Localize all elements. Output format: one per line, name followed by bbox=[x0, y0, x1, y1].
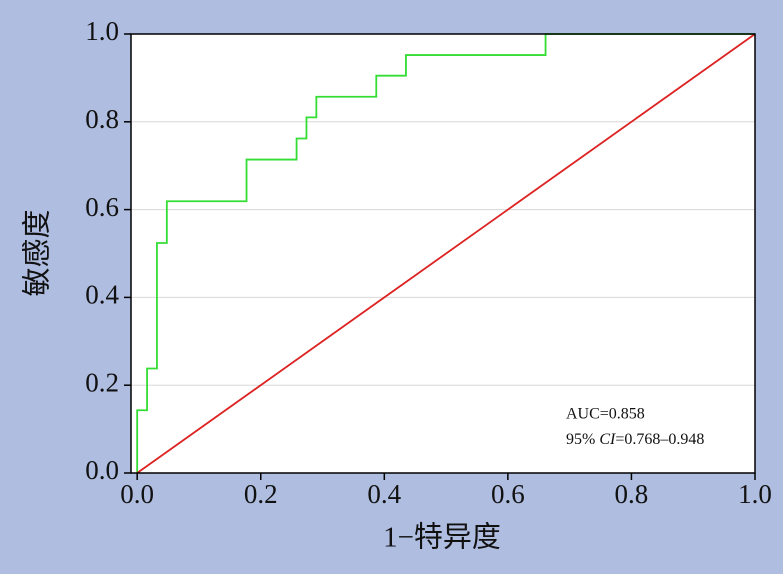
x-axis-label: 1−特异度 bbox=[383, 521, 501, 554]
x-tick-label: 0.4 bbox=[367, 479, 401, 509]
y-tick-label: 0.8 bbox=[85, 104, 119, 134]
y-tick-label: 0.2 bbox=[85, 367, 119, 397]
plot-frame bbox=[130, 33, 756, 474]
x-tick-label: 0.2 bbox=[244, 479, 278, 509]
y-axis-label: 敏感度 bbox=[21, 209, 54, 296]
annotation-part: =0.768–0.948 bbox=[615, 431, 704, 448]
annotation-part: 95% bbox=[566, 431, 599, 448]
x-tick-label: 1.0 bbox=[738, 479, 772, 509]
roc-line bbox=[136, 33, 756, 474]
annotation: 95% CI=0.768–0.948 bbox=[566, 431, 704, 448]
annotation: AUC=0.858 bbox=[566, 406, 645, 423]
x-tick-label: 0.8 bbox=[615, 479, 649, 509]
annotation-part: CI bbox=[599, 431, 616, 448]
x-tick-label: 0.6 bbox=[491, 479, 525, 509]
x-tick-label: 0.0 bbox=[120, 479, 154, 509]
roc-line bbox=[136, 33, 755, 473]
y-tick-label: 0.6 bbox=[85, 192, 119, 222]
y-tick-label: 0.4 bbox=[85, 280, 119, 310]
y-tick-label: 1.0 bbox=[85, 16, 119, 46]
y-tick-label: 0.0 bbox=[85, 455, 119, 485]
